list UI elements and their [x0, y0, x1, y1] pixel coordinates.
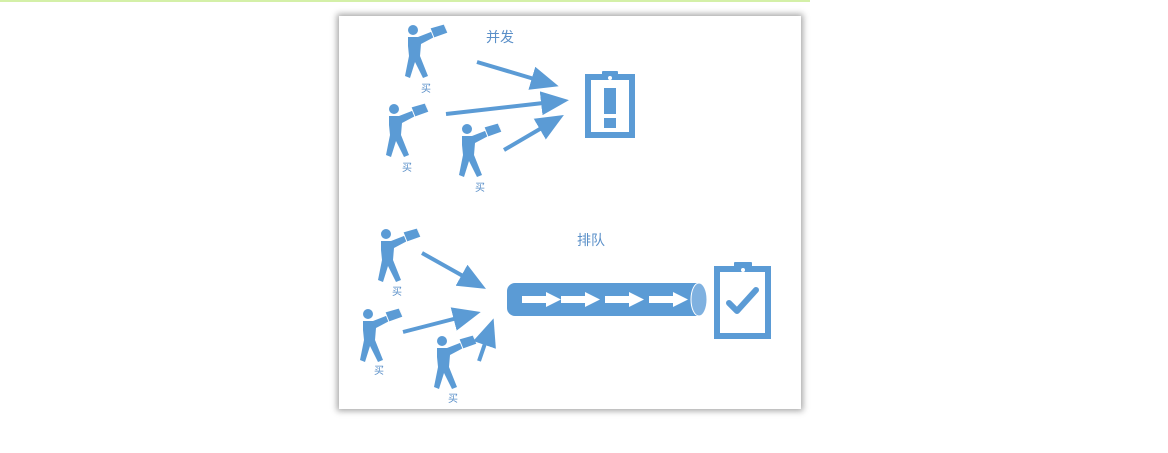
diagram-card: 并发 买 买 买 排队 买 买 买 — [339, 16, 801, 409]
queue-pipe-icon — [507, 282, 708, 317]
request-arrow — [402, 307, 481, 334]
buyer-label: 买 — [448, 394, 458, 405]
clipboard-alert-icon — [585, 71, 635, 138]
buyer-label: 买 — [392, 287, 402, 298]
request-arrow — [473, 318, 496, 362]
queue-title: 排队 — [577, 233, 605, 249]
clipboard-check-icon — [714, 262, 771, 339]
request-arrow — [421, 251, 486, 289]
buyer-label: 买 — [421, 84, 431, 95]
buyer-label: 买 — [374, 366, 384, 377]
buyer-label: 买 — [475, 183, 485, 194]
buyer-person-icon — [458, 123, 503, 178]
concurrent-title: 并发 — [486, 30, 514, 46]
buyer-person-icon — [385, 103, 430, 158]
top-divider-line — [0, 0, 810, 2]
buyer-person-icon — [404, 24, 449, 79]
buyer-person-icon — [377, 228, 422, 283]
buyer-label: 买 — [402, 163, 412, 174]
buyer-person-icon — [359, 308, 404, 363]
request-arrow — [476, 60, 559, 90]
diagram-canvas — [359, 24, 771, 390]
request-arrow — [502, 114, 564, 152]
buyer-person-icon — [433, 335, 478, 390]
request-arrow — [445, 91, 569, 116]
